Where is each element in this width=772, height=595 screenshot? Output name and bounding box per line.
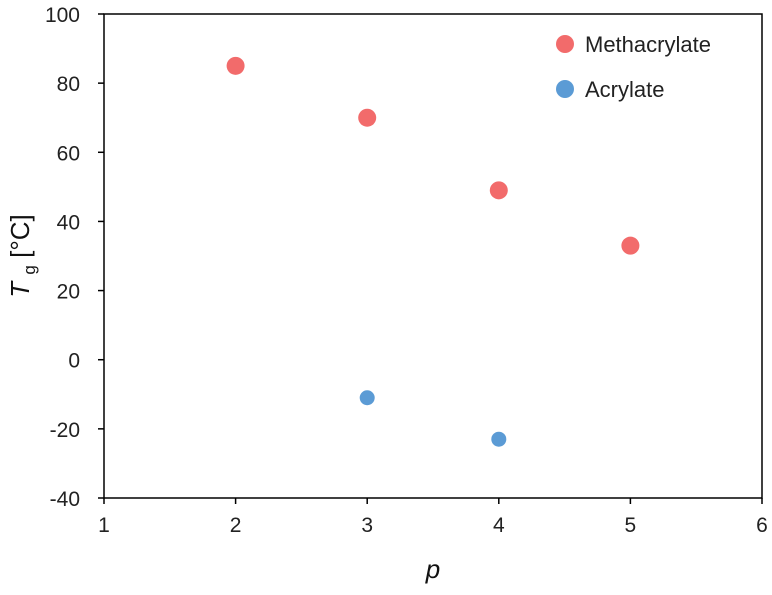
y-axis-ticks: -40 -20 0 20 40 60 80 100 <box>45 4 104 511</box>
legend-label-acrylate: Acrylate <box>585 77 664 102</box>
legend: Methacrylate Acrylate <box>556 32 711 102</box>
y-tick-label: -40 <box>50 488 80 511</box>
legend-label-methacrylate: Methacrylate <box>585 32 711 57</box>
y-axis-title-main: T <box>5 280 35 298</box>
x-tick-label: 1 <box>98 514 110 537</box>
x-tick-label: 2 <box>230 514 242 537</box>
plot-area-frame <box>103 13 763 499</box>
y-tick-label: -20 <box>50 419 80 442</box>
data-points <box>226 56 640 447</box>
y-tick-label: 40 <box>57 211 80 234</box>
y-tick-label: 0 <box>68 350 80 373</box>
y-tick-label: 60 <box>57 142 80 165</box>
x-tick-label: 3 <box>361 514 373 537</box>
y-axis-title: T g [°C] <box>5 214 41 297</box>
y-axis-title-unit: [°C] <box>5 214 35 258</box>
acrylate-point <box>491 431 507 447</box>
y-tick-label: 100 <box>45 4 80 27</box>
x-axis-title: p <box>425 554 440 584</box>
y-tick-label: 80 <box>57 73 80 96</box>
legend-marker-acrylate <box>556 80 574 98</box>
y-tick-label: 20 <box>57 281 80 304</box>
methacrylate-point <box>489 181 508 200</box>
methacrylate-point <box>226 56 245 75</box>
methacrylate-point <box>621 236 640 255</box>
methacrylate-point <box>358 108 377 127</box>
y-axis-title-subscript: g <box>20 265 39 274</box>
acrylate-point <box>359 390 375 406</box>
legend-marker-methacrylate <box>556 35 574 53</box>
x-tick-label: 6 <box>756 514 768 537</box>
x-tick-label: 5 <box>625 514 637 537</box>
x-tick-label: 4 <box>493 514 505 537</box>
x-axis-ticks: 1 2 3 4 5 6 <box>98 498 768 537</box>
